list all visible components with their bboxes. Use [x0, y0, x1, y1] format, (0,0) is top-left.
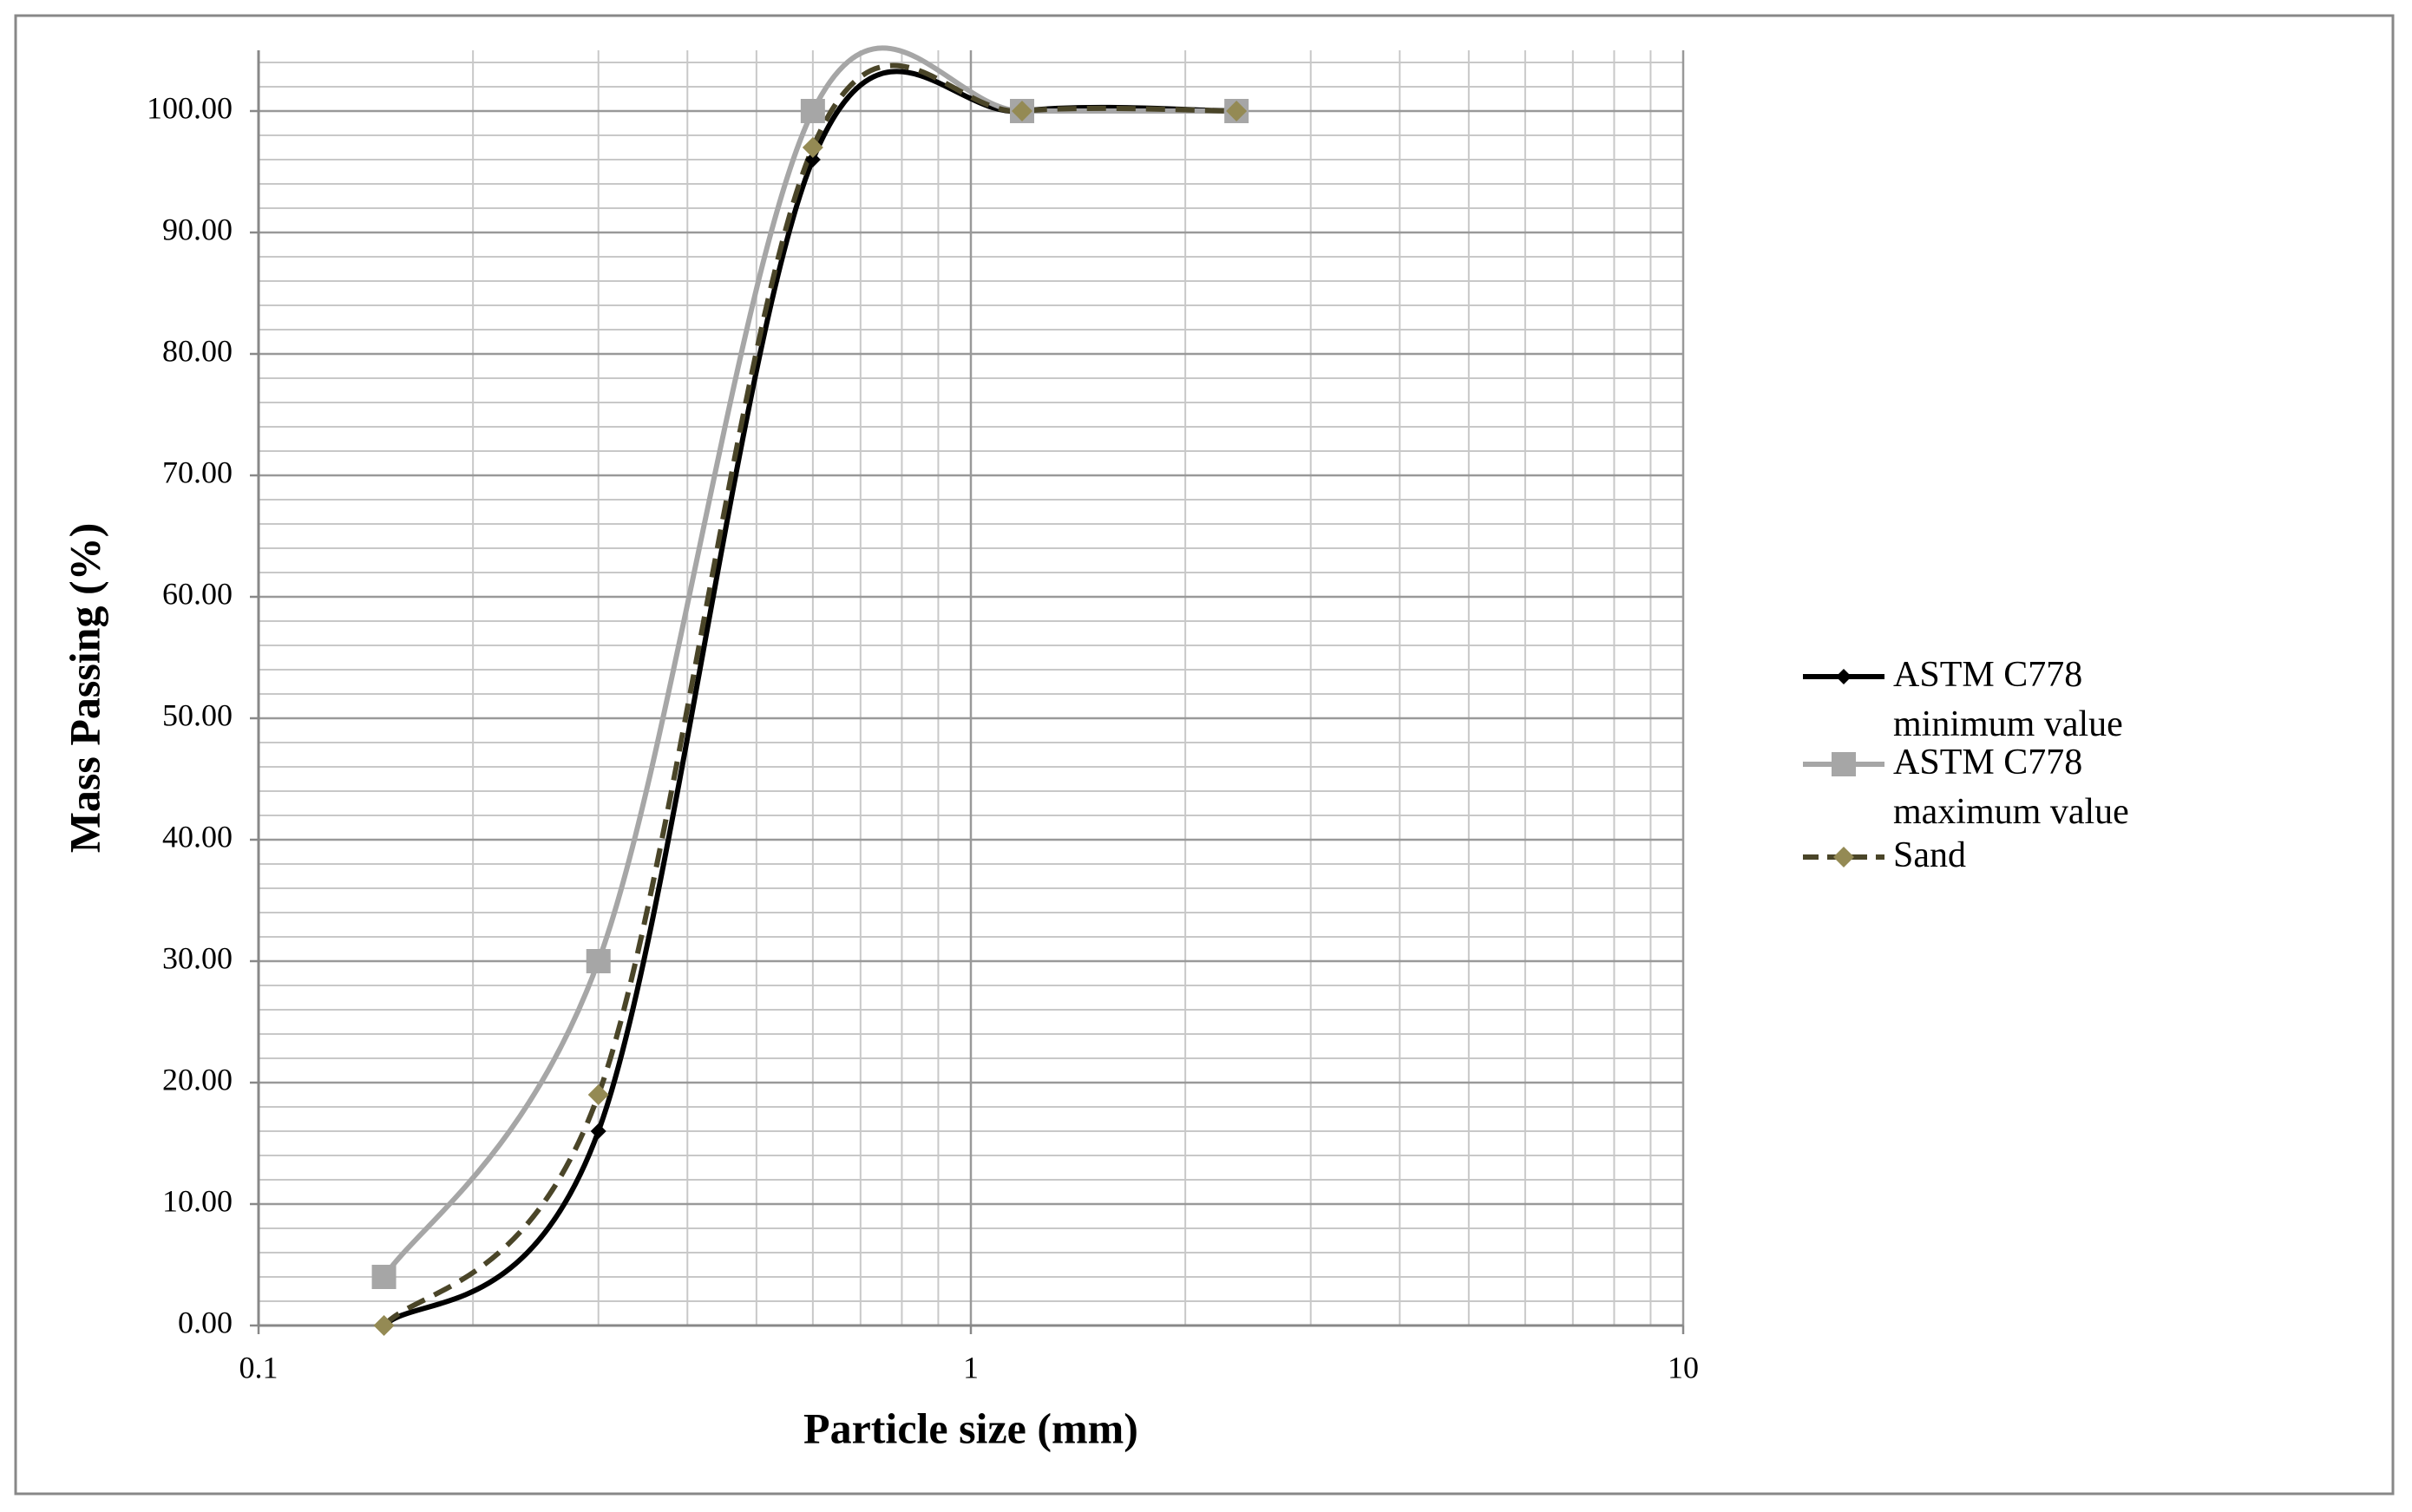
- marker: [1836, 669, 1852, 684]
- legend-label: ASTM C778 minimum value: [1893, 655, 2123, 744]
- legend-label: ASTM C778 maximum value: [1893, 743, 2129, 832]
- marker: [1832, 752, 1856, 776]
- marker: [1226, 101, 1248, 121]
- marker: [804, 152, 821, 167]
- marker: [802, 137, 823, 158]
- y-tick-label: 40.00: [162, 819, 233, 854]
- legend-label: Sand: [1893, 835, 1966, 875]
- y-tick-label: 30.00: [162, 940, 233, 975]
- y-tick-label: 10.00: [162, 1183, 233, 1218]
- y-tick-label: 90.00: [162, 212, 233, 246]
- marker: [586, 949, 611, 973]
- marker: [590, 1123, 606, 1139]
- legend-item: ASTM C778 maximum value: [1893, 743, 2129, 832]
- marker: [1833, 847, 1854, 867]
- marker: [373, 1315, 395, 1336]
- y-tick-label: 80.00: [162, 333, 233, 368]
- series-line: [382, 62, 1237, 1328]
- y-tick-label: 50.00: [162, 697, 233, 732]
- marker: [1012, 101, 1033, 121]
- marker: [800, 99, 825, 123]
- y-tick-label: 100.00: [147, 90, 233, 125]
- x-tick-label: 1: [963, 1350, 979, 1384]
- x-tick-label: 10: [1668, 1350, 1699, 1384]
- legend-item: ASTM C778 minimum value: [1893, 655, 2123, 744]
- y-axis-title: Mass Passing (%): [60, 523, 108, 854]
- legend-item: Sand: [1893, 835, 1966, 875]
- y-tick-label: 20.00: [162, 1062, 233, 1096]
- x-tick-label: 0.1: [239, 1350, 279, 1384]
- y-tick-label: 70.00: [162, 455, 233, 489]
- x-axis-title: Particle size (mm): [803, 1404, 1138, 1452]
- y-tick-label: 60.00: [162, 576, 233, 611]
- y-tick-label: 0.00: [178, 1305, 233, 1339]
- marker: [371, 1265, 397, 1289]
- marker: [587, 1084, 609, 1105]
